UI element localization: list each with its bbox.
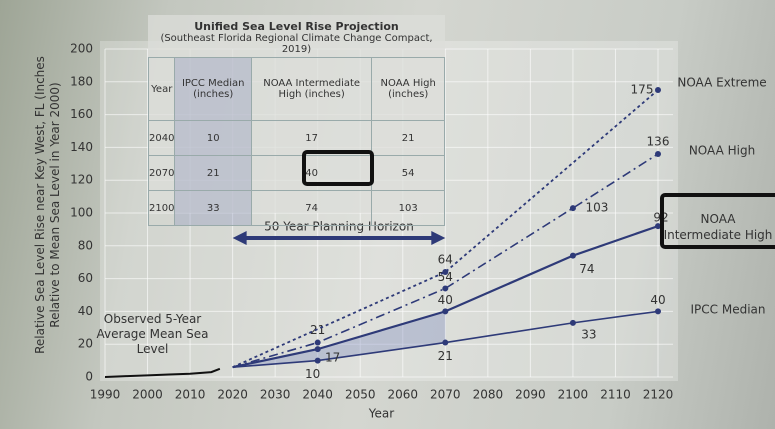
table-cell: 54 xyxy=(371,155,445,191)
data-point xyxy=(314,346,321,353)
data-point xyxy=(314,339,321,346)
table-row: 2070 21 40 54 xyxy=(147,155,445,191)
data-label: 64 xyxy=(438,253,453,267)
observed-label: Observed 5-Year Average Mean Sea Level xyxy=(96,312,209,356)
x-tick-label: 2030 xyxy=(260,388,291,402)
data-label: 40 xyxy=(438,293,453,307)
table-cell: 103 xyxy=(371,190,445,226)
x-tick-label: 2090 xyxy=(515,388,546,402)
table-cell: 21 xyxy=(371,120,445,156)
data-point xyxy=(442,339,449,346)
x-tick-label: 2070 xyxy=(430,388,461,402)
data-point xyxy=(569,319,576,326)
table-header-cell: NOAA Intermediate High (inches) xyxy=(250,57,373,121)
x-tick-label: 2010 xyxy=(175,388,206,402)
arrow-head xyxy=(232,231,247,245)
y-tick-label: 20 xyxy=(78,337,93,351)
data-label: 21 xyxy=(438,349,453,363)
table: Year IPCC Median (inches) NOAA Intermediat… xyxy=(147,57,445,226)
table-cell: 74 xyxy=(250,190,373,226)
x-tick-label: 2040 xyxy=(302,388,333,402)
table-row: 2040 10 17 21 xyxy=(147,120,445,156)
y-tick-label: 200 xyxy=(70,42,93,56)
table-cell: 21 xyxy=(174,155,252,191)
data-point xyxy=(442,269,449,276)
table-row: 2100 33 74 103 xyxy=(147,190,445,226)
table-cell: 10 xyxy=(174,120,252,156)
data-label: 103 xyxy=(585,201,608,215)
data-point xyxy=(655,308,661,315)
y-tick-label: 60 xyxy=(78,271,93,285)
table-cell: 2070 xyxy=(147,155,176,191)
x-axis-label: Year xyxy=(368,407,394,421)
data-label: 40 xyxy=(650,293,665,307)
y-tick-label: 180 xyxy=(70,74,93,88)
x-tick-label: 2120 xyxy=(643,388,674,402)
y-tick-label: 80 xyxy=(78,238,93,252)
data-point xyxy=(314,357,321,364)
y-tick-label: 100 xyxy=(70,206,93,220)
series-label: Intermediate High xyxy=(664,228,773,242)
x-tick-label: 2080 xyxy=(473,388,504,402)
x-tick-label: 2110 xyxy=(600,388,631,402)
series-label: IPCC Median xyxy=(691,303,766,317)
x-tick-label: 2060 xyxy=(387,388,418,402)
data-label: 74 xyxy=(579,262,594,276)
data-label: 175 xyxy=(631,83,654,97)
x-tick-label: 2100 xyxy=(558,388,589,402)
y-tick-label: 120 xyxy=(70,173,93,187)
data-label: 136 xyxy=(647,134,670,148)
data-label: 10 xyxy=(305,367,320,381)
table-cell: 2040 xyxy=(147,120,176,156)
table-cell: 2100 xyxy=(147,190,176,226)
y-tick-label: 0 xyxy=(85,370,93,384)
data-point xyxy=(655,223,661,230)
table-subtitle: (Southeast Florida Regional Climate Chan… xyxy=(160,33,433,55)
data-point xyxy=(569,252,576,259)
data-label: 17 xyxy=(325,351,340,365)
data-point xyxy=(655,87,661,93)
table-header-cell: NOAA High (inches) xyxy=(371,57,445,121)
planning-area xyxy=(232,311,446,368)
table-cell: 33 xyxy=(174,190,252,226)
y-tick-label: 140 xyxy=(70,140,93,154)
series-label: NOAA Extreme xyxy=(677,76,766,90)
data-point xyxy=(655,150,661,157)
y-tick-label: 160 xyxy=(70,107,93,121)
series-line xyxy=(232,153,659,368)
x-tick-label: 2050 xyxy=(345,388,376,402)
data-point xyxy=(442,285,449,292)
table-header-row: Year IPCC Median (inches) NOAA Intermediat… xyxy=(147,57,445,121)
series-label: NOAA xyxy=(701,212,737,226)
data-point xyxy=(442,308,449,315)
highlight-box xyxy=(302,150,374,186)
y-tick-label: 40 xyxy=(78,304,93,318)
data-point xyxy=(569,205,576,212)
y-axis-label: Relative Sea Level Rise near Key West, F… xyxy=(33,56,62,354)
x-tick-label: 2020 xyxy=(217,388,248,402)
arrow-head xyxy=(431,231,446,245)
highlight-box xyxy=(660,193,775,249)
series-label: NOAA High xyxy=(689,144,755,158)
table-header-cell: Year xyxy=(147,57,176,121)
x-tick-label: 1990 xyxy=(90,388,121,402)
series-line xyxy=(104,367,221,378)
table-header-cell: IPCC Median (inches) xyxy=(174,57,252,121)
table-title: Unified Sea Level Rise Projection xyxy=(194,20,399,33)
x-tick-label: 2000 xyxy=(132,388,163,402)
data-table: Unified Sea Level Rise Projection (South… xyxy=(147,15,445,226)
series-label: NOAA Intermediate High xyxy=(664,212,773,242)
data-label: 33 xyxy=(581,327,596,341)
